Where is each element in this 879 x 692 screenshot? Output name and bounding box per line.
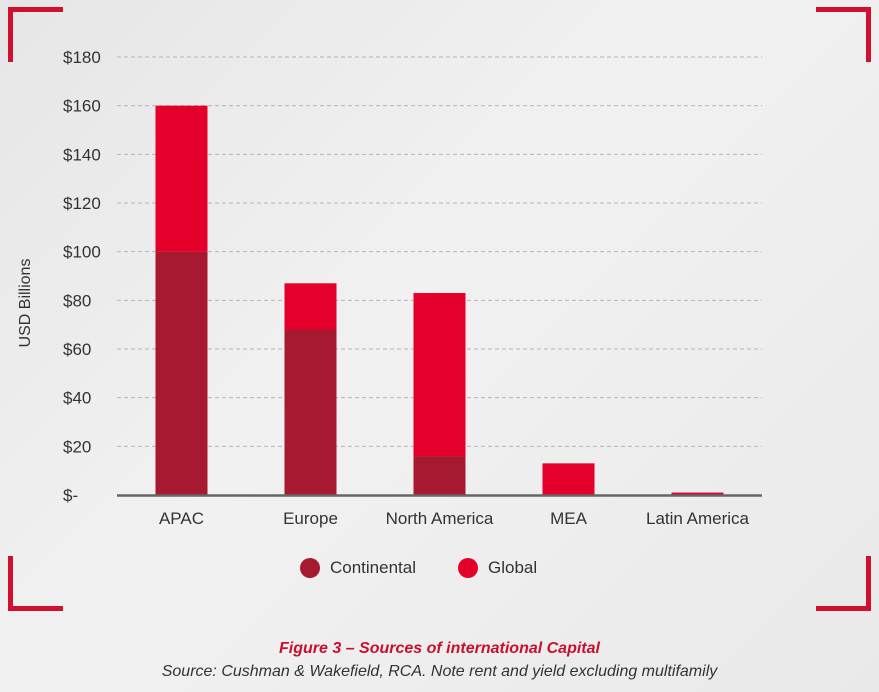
figure-caption-source: Source: Cushman & Wakefield, RCA. Note r…	[161, 663, 718, 680]
bar-continental-europe	[284, 329, 337, 495]
y-tick-label: $180	[63, 48, 101, 67]
y-axis-label: USD Billions	[17, 259, 34, 348]
legend-label-continental: Continental	[330, 558, 417, 577]
x-tick-label: North America	[386, 509, 494, 528]
bar-global-europe	[284, 283, 337, 330]
y-tick-label: $-	[63, 486, 78, 505]
corner-frame-top-right	[816, 7, 871, 62]
y-tick-label: $80	[63, 291, 91, 310]
x-tick-label: MEA	[550, 509, 588, 528]
legend-item-global: Global	[458, 558, 537, 578]
x-tick-label: Europe	[283, 509, 338, 528]
y-tick-label: $60	[63, 340, 91, 359]
y-tick-label: $140	[63, 145, 101, 164]
corner-frame-top-left	[8, 7, 63, 62]
y-tick-labels: $- $20 $40 $60 $80 $100 $120 $140 $160 $180	[63, 48, 101, 505]
x-tick-label: APAC	[159, 509, 204, 528]
bar-global-apac	[155, 105, 208, 252]
x-tick-labels: APAC Europe North America MEA Latin America	[159, 509, 750, 528]
y-tick-label: $100	[63, 243, 101, 262]
bar-global-mea	[542, 463, 595, 495]
y-tick-label: $40	[63, 389, 91, 408]
bar-continental-apac	[155, 251, 208, 495]
legend-item-continental: Continental	[300, 558, 416, 578]
y-tick-label: $20	[63, 437, 91, 456]
y-tick-label: $120	[63, 194, 101, 213]
y-tick-label: $160	[63, 97, 101, 116]
bar-continental-north-america	[413, 456, 466, 495]
legend: Continental Global	[0, 558, 879, 586]
continental-swatch-icon	[300, 558, 320, 578]
legend-label-global: Global	[488, 558, 538, 577]
corner-frame-bottom-left	[8, 556, 63, 611]
bars	[155, 105, 724, 496]
corner-frame-bottom-right	[816, 556, 871, 611]
global-swatch-icon	[458, 558, 478, 578]
bar-global-north-america	[413, 293, 466, 457]
bar-global-latin-america	[671, 492, 724, 495]
stacked-bar-chart: $- $20 $40 $60 $80 $100 $120 $140 $160 $180 APAC E…	[17, 48, 762, 528]
figure-caption-title: Figure 3 – Sources of international Capi…	[279, 640, 600, 657]
x-tick-label: Latin America	[646, 509, 750, 528]
